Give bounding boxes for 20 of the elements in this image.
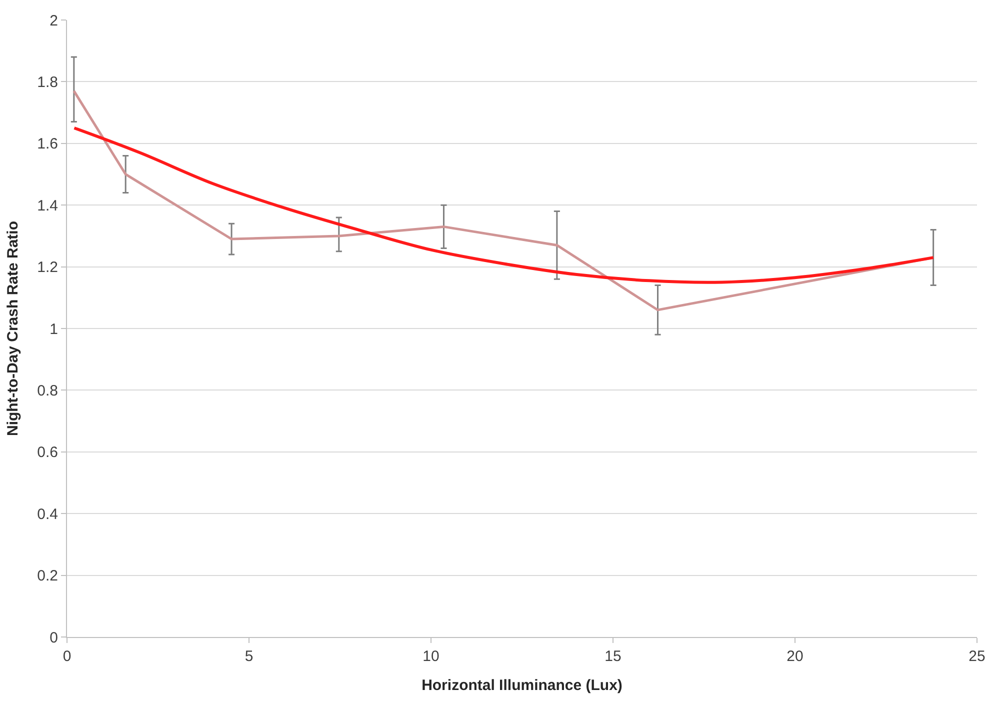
- y-tick-label: 1: [50, 320, 58, 338]
- y-tick-label: 0.4: [37, 506, 58, 523]
- y-tick-label: 0.6: [37, 444, 58, 462]
- line-series: [72, 126, 935, 284]
- y-tick-label: 1.4: [37, 197, 58, 214]
- x-tick-label: 10: [422, 648, 440, 665]
- y-axis-title: Night-to-Day Crash Rate Ratio: [4, 220, 22, 436]
- x-tick-label: 0: [62, 648, 72, 665]
- x-tick-label: 15: [604, 648, 622, 665]
- y-tick-label: 0: [50, 629, 58, 646]
- x-tick-label: 5: [244, 648, 254, 665]
- y-tick-label: 0.2: [37, 568, 58, 585]
- y-tick-label: 1.8: [37, 74, 58, 91]
- x-tick-label: 25: [968, 648, 986, 665]
- y-tick-label: 2: [50, 12, 58, 30]
- y-tick-label: 1.2: [37, 259, 58, 276]
- x-axis-title: Horizontal Illuminance (Lux): [422, 677, 622, 694]
- y-tick-label: 1.6: [37, 136, 58, 153]
- y-tick-label: 0.8: [37, 382, 58, 400]
- x-tick-label: 20: [786, 648, 804, 665]
